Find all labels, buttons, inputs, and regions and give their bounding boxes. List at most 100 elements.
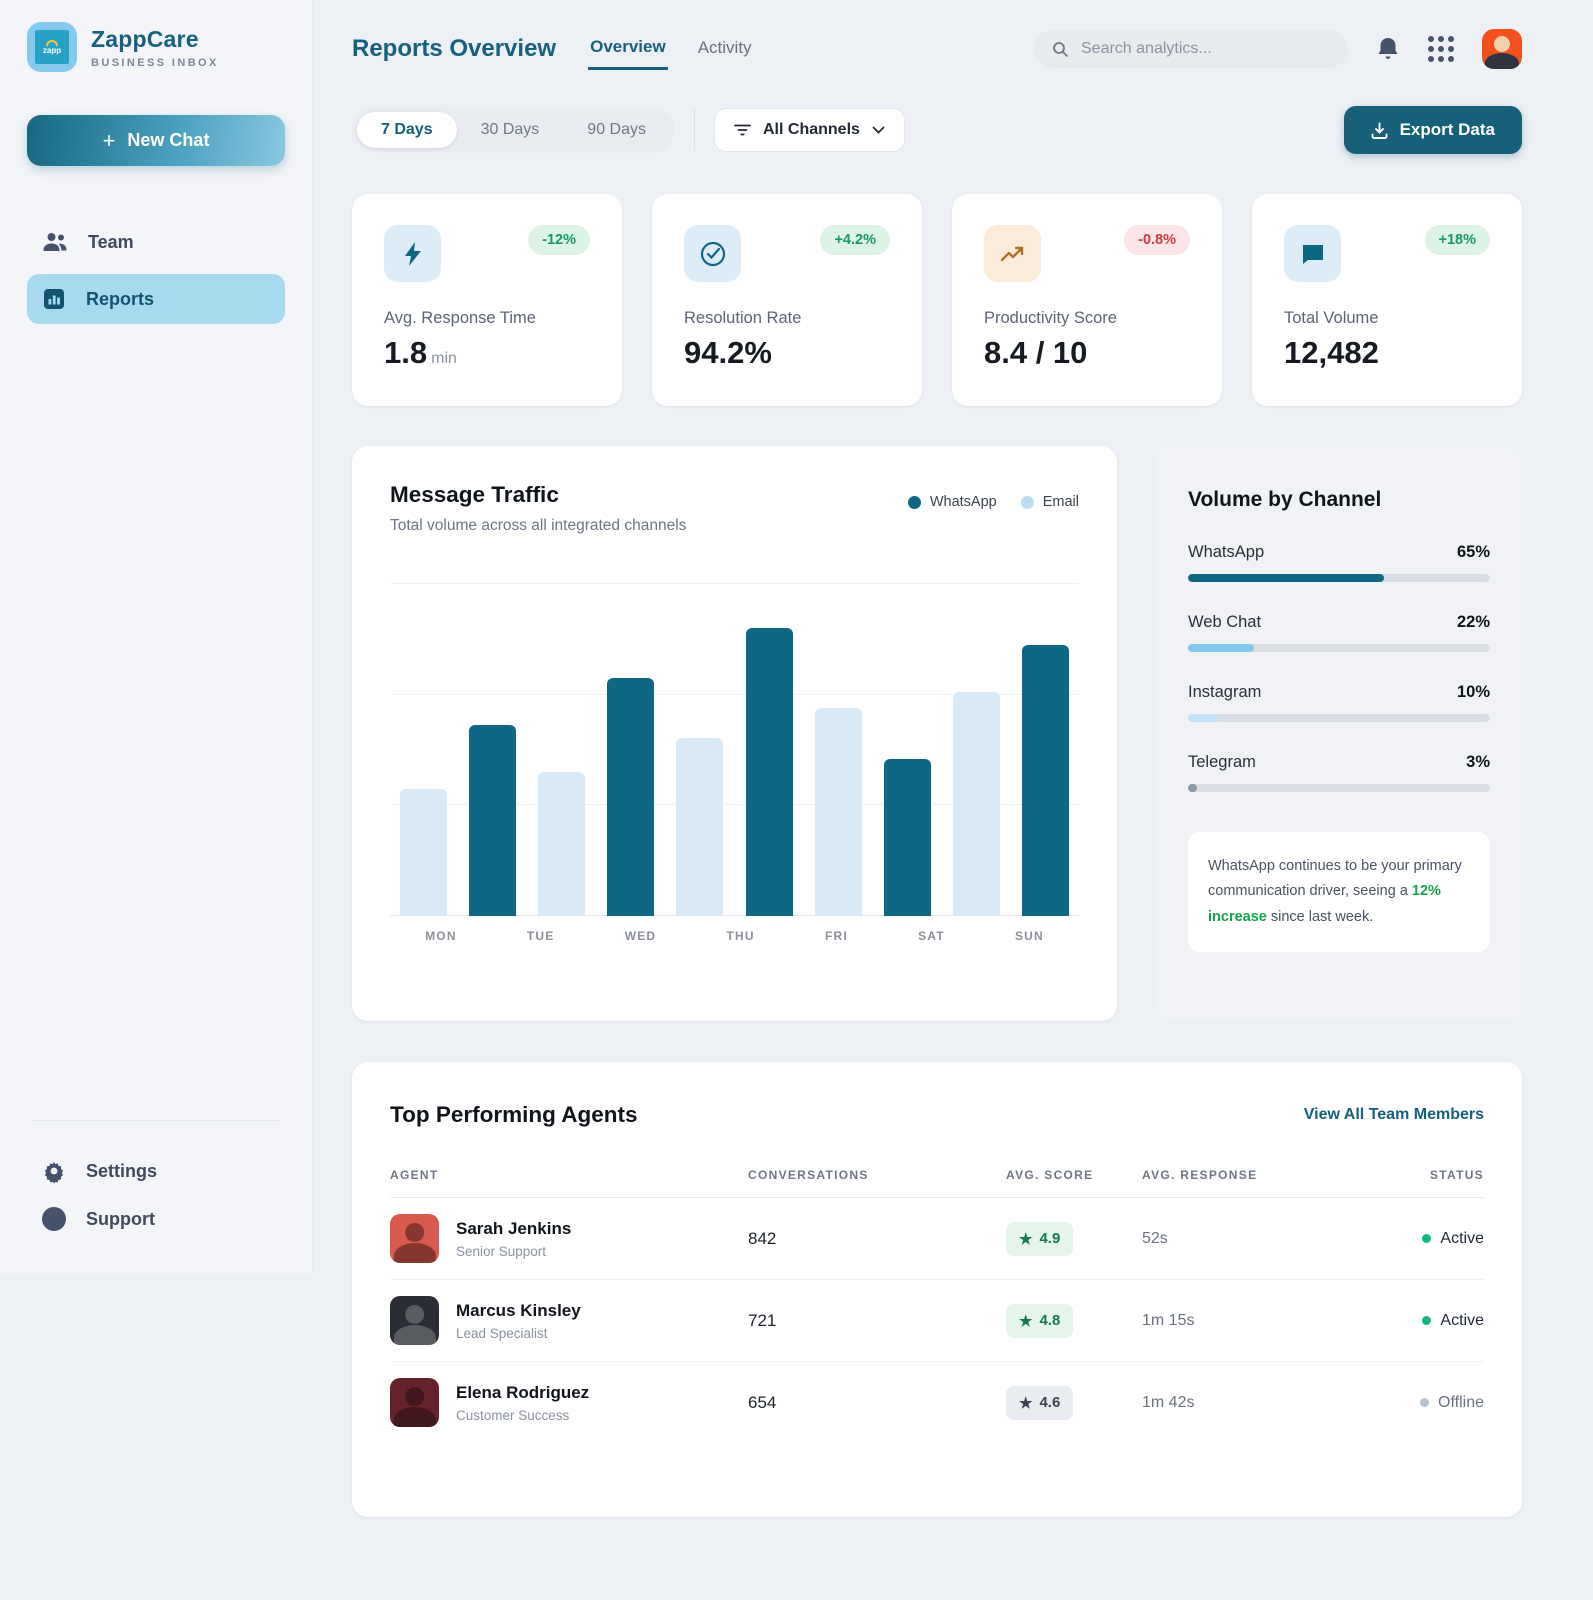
tab-overview[interactable]: Overview bbox=[588, 29, 668, 70]
sidebar-item-settings[interactable]: Settings bbox=[27, 1147, 285, 1195]
bell-icon[interactable] bbox=[1376, 36, 1400, 62]
kpi-cards: -12% Avg. Response Time 1.8 min +4.2% Res… bbox=[352, 194, 1522, 406]
sidebar-item-reports[interactable]: Reports bbox=[27, 274, 285, 324]
legend-dot-email bbox=[1020, 495, 1034, 509]
kpi-card-total-volume: +18% Total Volume 12,482 bbox=[1252, 194, 1522, 406]
avg-response-value: 1m 42s bbox=[1142, 1393, 1195, 1411]
export-data-button[interactable]: Export Data bbox=[1343, 106, 1522, 154]
kpi-unit: min bbox=[431, 350, 457, 367]
agent-name: Sarah Jenkins bbox=[456, 1218, 572, 1238]
bar-chart-plot bbox=[390, 581, 1079, 916]
legend-whatsapp: WhatsApp bbox=[907, 494, 997, 510]
score-badge: ★ 4.9 bbox=[1006, 1221, 1074, 1256]
table-row[interactable]: Elena Rodriguez Customer Success 654 ★ 4.… bbox=[390, 1362, 1484, 1443]
bar-whatsapp bbox=[1021, 644, 1069, 916]
bar-whatsapp bbox=[469, 725, 517, 916]
agent-role: Customer Success bbox=[456, 1407, 570, 1423]
score-badge: ★ 4.8 bbox=[1006, 1303, 1074, 1338]
table-row[interactable]: Marcus Kinsley Lead Specialist 721 ★ 4.8 … bbox=[390, 1280, 1484, 1362]
progress-fill bbox=[1188, 714, 1219, 722]
avg-response-value: 52s bbox=[1142, 1229, 1168, 1247]
page-title: Reports Overview bbox=[352, 35, 557, 62]
panel-title: Volume by Channel bbox=[1188, 488, 1382, 511]
logo-arc bbox=[46, 39, 58, 46]
delta-badge: -12% bbox=[528, 225, 590, 255]
top-agents-card: Top Performing Agents View All Team Memb… bbox=[352, 1062, 1522, 1517]
brand: zapp ZappCare BUSINESS INBOX bbox=[27, 22, 285, 72]
user-avatar[interactable] bbox=[1482, 29, 1522, 69]
kpi-value: 94.2% bbox=[684, 335, 772, 370]
sidebar-item-label: Support bbox=[86, 1208, 155, 1229]
kpi-value: 12,482 bbox=[1284, 335, 1379, 370]
channel-filter-dropdown[interactable]: All Channels bbox=[714, 108, 905, 152]
kpi-card-productivity: -0.8% Productivity Score 8.4 / 10 bbox=[952, 194, 1222, 406]
kpi-label: Total Volume bbox=[1284, 309, 1379, 327]
avg-response-value: 1m 15s bbox=[1142, 1311, 1195, 1329]
range-7-days[interactable]: 7 Days bbox=[357, 112, 457, 148]
sidebar-divider bbox=[30, 1120, 282, 1121]
chart-legend: WhatsApp Email bbox=[907, 494, 1079, 510]
sidebar: zapp ZappCare BUSINESS INBOX + New Chat … bbox=[0, 0, 313, 1273]
search-input[interactable] bbox=[1081, 40, 1330, 58]
logo-text: zapp bbox=[42, 45, 62, 55]
highlight-text: 12% increase bbox=[1208, 883, 1441, 925]
sidebar-item-support[interactable]: ? Support bbox=[27, 1195, 285, 1243]
apps-grid-icon[interactable] bbox=[1428, 36, 1454, 62]
bar-whatsapp bbox=[607, 678, 655, 916]
agent-role: Senior Support bbox=[456, 1243, 547, 1259]
progress-track bbox=[1188, 784, 1490, 792]
channel-row-telegram: Telegram 3% bbox=[1188, 753, 1490, 792]
conversations-value: 721 bbox=[748, 1310, 777, 1330]
score-badge: ★ 4.6 bbox=[1006, 1385, 1074, 1420]
kpi-label: Resolution Rate bbox=[684, 309, 802, 327]
volume-by-channel-card: Volume by Channel WhatsApp 65% Web Chat … bbox=[1156, 446, 1522, 1021]
agent-name: Marcus Kinsley bbox=[456, 1300, 581, 1320]
filter-lines-icon bbox=[734, 123, 751, 137]
insight-note: WhatsApp continues to be your primary co… bbox=[1188, 832, 1490, 953]
status-dot bbox=[1420, 1398, 1430, 1407]
bar-email bbox=[538, 771, 586, 916]
range-90-days[interactable]: 90 Days bbox=[587, 121, 646, 138]
status-badge: Active bbox=[1372, 1230, 1484, 1248]
tab-activity[interactable]: Activity bbox=[697, 38, 752, 57]
agent-role: Lead Specialist bbox=[456, 1325, 548, 1341]
progress-track bbox=[1188, 644, 1490, 652]
view-all-team-link[interactable]: View All Team Members bbox=[1303, 1106, 1484, 1123]
sidebar-item-label: Settings bbox=[86, 1160, 158, 1181]
sidebar-nav: Team Reports bbox=[27, 218, 285, 324]
x-axis-labels: MON TUE WED THU FRI SAT SUN bbox=[425, 929, 1044, 943]
status-dot bbox=[1422, 1316, 1432, 1325]
conversations-value: 842 bbox=[748, 1228, 777, 1248]
status-dot bbox=[1422, 1234, 1432, 1243]
brand-tagline: BUSINESS INBOX bbox=[91, 56, 219, 69]
trending-up-icon bbox=[984, 225, 1041, 282]
avatar bbox=[390, 1378, 439, 1427]
bar-whatsapp bbox=[883, 758, 931, 916]
table-header-row: AGENT CONVERSATIONS AVG. SCORE AVG. RESP… bbox=[390, 1168, 1484, 1198]
message-traffic-card: Message Traffic Total volume across all … bbox=[352, 446, 1117, 1021]
table-row[interactable]: Sarah Jenkins Senior Support 842 ★ 4.9 52… bbox=[390, 1198, 1484, 1280]
download-icon bbox=[1371, 122, 1388, 139]
star-icon: ★ bbox=[1019, 1312, 1033, 1330]
status-badge: Active bbox=[1372, 1312, 1484, 1330]
new-chat-button[interactable]: + New Chat bbox=[27, 115, 285, 166]
tabs: Overview Activity bbox=[588, 29, 753, 70]
kpi-label: Avg. Response Time bbox=[384, 309, 536, 327]
star-icon: ★ bbox=[1019, 1394, 1033, 1412]
kpi-card-response-time: -12% Avg. Response Time 1.8 min bbox=[352, 194, 622, 406]
search-bar[interactable] bbox=[1034, 30, 1348, 68]
channel-row-webchat: Web Chat 22% bbox=[1188, 613, 1490, 652]
filters-toolbar: 7 Days 30 Days 90 Days All Channels bbox=[352, 106, 1522, 154]
top-bar: Reports Overview Overview Activity bbox=[352, 20, 1522, 78]
delta-badge: +4.2% bbox=[820, 225, 890, 255]
chart-subtitle: Total volume across all integrated chann… bbox=[390, 517, 687, 534]
kpi-value: 1.8 min bbox=[384, 335, 457, 370]
sidebar-item-team[interactable]: Team bbox=[27, 218, 285, 266]
bar-email bbox=[400, 788, 447, 916]
delta-badge: +18% bbox=[1424, 225, 1490, 255]
chevron-down-icon bbox=[872, 126, 885, 134]
agent-name: Elena Rodriguez bbox=[456, 1382, 590, 1402]
team-people-icon bbox=[42, 231, 68, 253]
range-30-days[interactable]: 30 Days bbox=[480, 121, 540, 138]
conversations-value: 654 bbox=[748, 1392, 777, 1412]
